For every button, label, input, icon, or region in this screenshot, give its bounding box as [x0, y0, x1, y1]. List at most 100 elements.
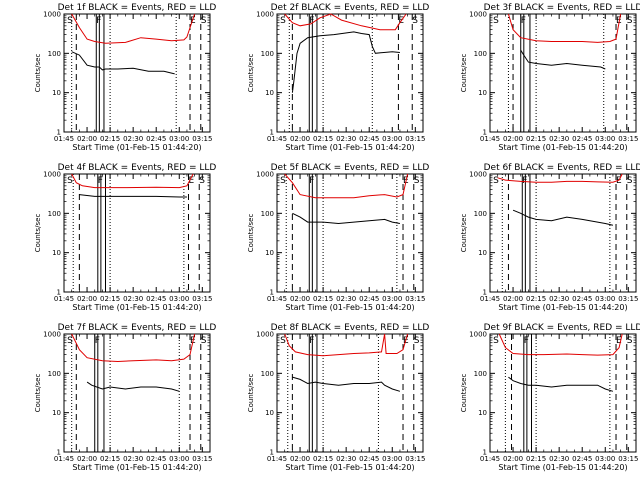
marker-F: F [309, 336, 314, 346]
x-tick-label: 03:00 [382, 135, 402, 143]
marker-F: F [98, 176, 103, 186]
marker-S: S [627, 336, 633, 346]
x-tick-label: 02:00 [77, 295, 97, 303]
series-events-line [292, 376, 401, 392]
x-tick-label: 03:00 [382, 455, 402, 463]
x-tick-label: 02:00 [77, 135, 97, 143]
x-tick-label: 02:15 [313, 295, 333, 303]
x-axis-title: Start Time (01-Feb-15 01:44:20) [72, 303, 201, 312]
marker-S: S [414, 176, 420, 186]
panel-det-6: Det 6f BLACK = Events, RED = LLD 1 10 100 10… [460, 163, 640, 312]
y-tick-label: 100 [48, 50, 61, 58]
y-tick-label: 100 [474, 50, 487, 58]
marker-E: E [190, 16, 196, 26]
x-tick-label: 02:30 [123, 295, 143, 303]
y-tick-label: 10 [478, 89, 487, 97]
plot-frame [63, 173, 211, 293]
marker-S: S [412, 16, 418, 26]
marker-F: F [95, 336, 100, 346]
y-axis-title: Counts/sec [460, 374, 468, 413]
panel-det-2: Det 2f BLACK = Events, RED = LLD 1 10 100 10… [247, 3, 429, 152]
y-tick-label: 10 [265, 409, 274, 417]
x-tick-label: 02:45 [359, 135, 379, 143]
marker-E: E [188, 176, 194, 186]
marker-F: F [524, 336, 529, 346]
x-tick-label: 02:15 [313, 455, 333, 463]
series-lld-line [284, 333, 409, 357]
y-axis-title: Counts/sec [460, 214, 468, 253]
y-tick-label: 10 [478, 409, 487, 417]
y-tick-label: 100 [261, 370, 274, 378]
plot-frame [276, 173, 424, 293]
y-tick-label: 1 [57, 449, 61, 457]
x-tick-label: 02:00 [503, 295, 523, 303]
y-tick-label: 1 [57, 289, 61, 297]
marker-E: E [616, 336, 622, 346]
x-tick-label: 01:45 [480, 295, 500, 303]
x-tick-label: 03:15 [618, 455, 638, 463]
y-tick-label: 10 [265, 89, 274, 97]
x-tick-label: 02:45 [146, 455, 166, 463]
x-tick-label: 03:15 [405, 455, 425, 463]
x-tick-label: 02:45 [572, 295, 592, 303]
marker-S: S [67, 336, 73, 346]
y-tick-label: 1 [270, 449, 274, 457]
marker-F: F [521, 16, 526, 26]
y-tick-label: 1000 [256, 331, 274, 339]
x-tick-label: 02:00 [77, 455, 97, 463]
series-lld-line [71, 333, 196, 363]
y-tick-label: 100 [261, 210, 274, 218]
panel-title: Det 8f BLACK = Events, RED = LLD [271, 323, 430, 333]
x-tick-label: 03:00 [595, 135, 615, 143]
marker-S: S [67, 176, 73, 186]
x-tick-label: 02:00 [290, 455, 310, 463]
x-tick-label: 01:45 [54, 135, 74, 143]
y-tick-label: 1 [483, 129, 487, 137]
series-events-line [520, 49, 606, 70]
marker-S: S [414, 336, 420, 346]
y-tick-label: 1000 [469, 11, 487, 19]
plot-frame [489, 13, 637, 133]
x-tick-label: 03:15 [405, 135, 425, 143]
x-tick-label: 03:15 [192, 295, 212, 303]
x-axis-title: Start Time (01-Feb-15 01:44:20) [498, 463, 627, 472]
y-tick-label: 10 [478, 249, 487, 257]
marker-F: F [96, 16, 101, 26]
x-tick-label: 02:30 [549, 135, 569, 143]
series-lld-line [284, 13, 407, 31]
x-tick-label: 02:30 [336, 295, 356, 303]
plot-frame [276, 333, 424, 453]
x-tick-label: 02:15 [100, 455, 120, 463]
x-tick-label: 03:15 [405, 295, 425, 303]
y-tick-label: 10 [52, 89, 61, 97]
series-events-line [291, 31, 400, 93]
panel-title: Det 4f BLACK = Events, RED = LLD [58, 163, 217, 173]
y-axis-title: Counts/sec [460, 54, 468, 93]
x-tick-label: 02:15 [313, 135, 333, 143]
x-tick-label: 02:45 [572, 135, 592, 143]
marker-S: S [199, 176, 205, 186]
marker-F: F [309, 176, 314, 186]
plot-frame [63, 333, 211, 453]
marker-F: F [522, 176, 527, 186]
series-events-line [79, 194, 187, 198]
y-tick-label: 100 [48, 210, 61, 218]
panel-det-1: Det 1f BLACK = Events, RED = LLD 1 10 100 10… [34, 3, 216, 152]
y-tick-label: 1000 [469, 171, 487, 179]
plot-frame [63, 13, 211, 133]
plot-frame [276, 13, 424, 133]
x-tick-label: 02:15 [526, 295, 546, 303]
y-tick-label: 1 [270, 289, 274, 297]
x-tick-label: 01:45 [267, 135, 287, 143]
x-axis-title: Start Time (01-Feb-15 01:44:20) [285, 143, 414, 152]
panel-title: Det 3f BLACK = Events, RED = LLD [484, 3, 640, 13]
y-tick-label: 100 [48, 370, 61, 378]
y-tick-label: 1000 [256, 171, 274, 179]
x-tick-label: 02:30 [549, 455, 569, 463]
y-axis-title: Counts/sec [247, 214, 255, 253]
x-tick-label: 03:00 [595, 455, 615, 463]
x-axis-title: Start Time (01-Feb-15 01:44:20) [498, 143, 627, 152]
x-tick-label: 03:00 [169, 295, 189, 303]
panel-det-9: Det 9f BLACK = Events, RED = LLD 1 10 100 10… [460, 323, 640, 472]
series-events-line [292, 212, 400, 225]
